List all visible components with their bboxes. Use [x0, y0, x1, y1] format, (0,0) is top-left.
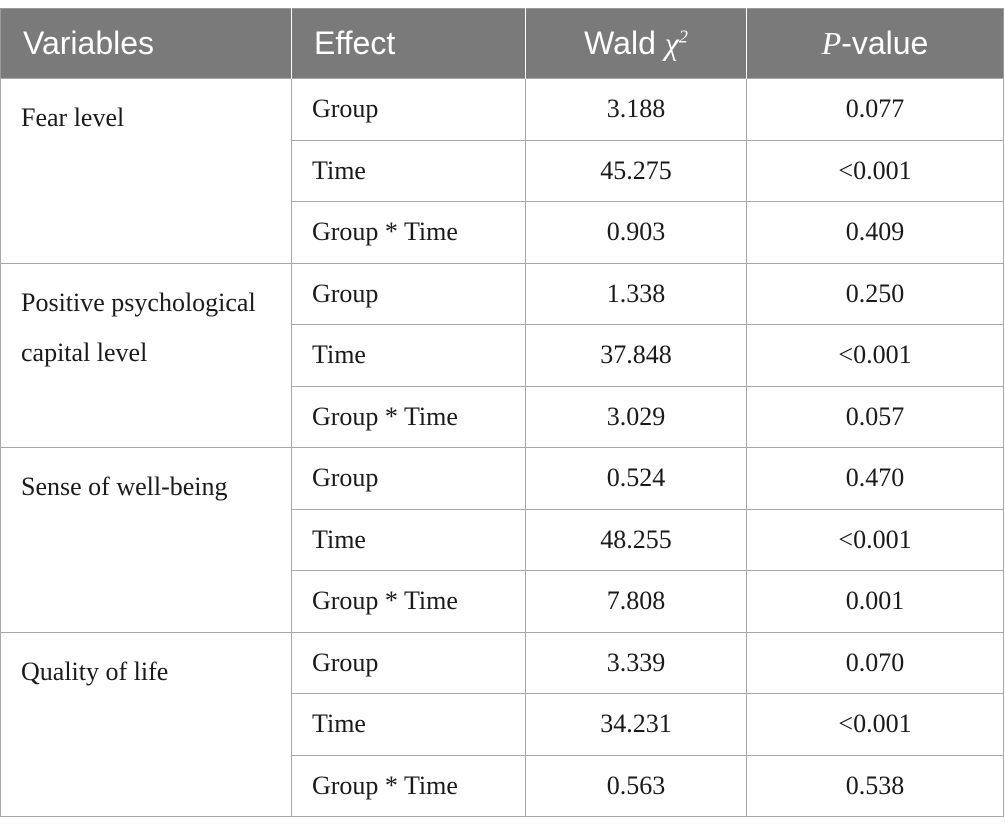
- effect-cell: Group * Time: [291, 201, 526, 264]
- p-value-cell: 0.001: [746, 570, 1004, 633]
- wald-chi2-cell: 0.563: [525, 754, 747, 817]
- wald-chi2-cell: 3.339: [525, 631, 747, 694]
- wald-chi2-cell: 45.275: [525, 139, 747, 202]
- table-row: Time 45.275 <0.001: [1, 139, 1004, 202]
- header-p-value: P-value: [746, 8, 1004, 79]
- variable-cell: Positive psychological capital level: [0, 262, 292, 448]
- table-row: Time 34.231 <0.001: [1, 693, 1004, 756]
- p-value-cell: 0.409: [746, 201, 1004, 264]
- wald-chi2-cell: 1.338: [525, 262, 747, 325]
- p-value-cell: 0.538: [746, 754, 1004, 817]
- results-table-container: Variables Effect Wald χ2 P-value Fear le…: [0, 8, 1004, 817]
- wald-chi2-cell: 3.188: [525, 78, 747, 141]
- table-row: Group * Time 3.029 0.057: [1, 385, 1004, 448]
- effect-cell: Group: [291, 78, 526, 141]
- wald-chi2-cell: 37.848: [525, 324, 747, 387]
- effect-cell: Time: [291, 508, 526, 571]
- p-value-cell: 0.077: [746, 78, 1004, 141]
- effect-cell: Group: [291, 447, 526, 510]
- table-row: Positive psychological capital level Grou…: [0, 262, 1004, 448]
- table-body: Fear level Group 3.188 0.077 Time 45.275 <0.00…: [0, 78, 1004, 817]
- header-variables: Variables: [0, 8, 292, 79]
- table-row: Time 48.255 <0.001: [1, 508, 1004, 571]
- wald-chi2-cell: 0.524: [525, 447, 747, 510]
- table-row: Fear level Group 3.188 0.077: [0, 78, 1004, 264]
- table-row: Quality of life Group 3.339 0.070: [0, 631, 1004, 817]
- effect-cell: Time: [291, 139, 526, 202]
- header-chi-superscript: 2: [678, 26, 688, 47]
- header-wald-prefix: Wald: [584, 25, 665, 61]
- table-row: Sense of well-being Group 0.524 0.470: [0, 447, 1004, 633]
- header-p-rest: -value: [841, 25, 929, 61]
- variable-cell: Quality of life: [0, 631, 292, 817]
- header-effect: Effect: [291, 8, 526, 79]
- p-value-cell: 0.470: [746, 447, 1004, 510]
- header-wald-chi2: Wald χ2: [525, 8, 747, 79]
- effect-cell: Group * Time: [291, 385, 526, 448]
- effect-cell: Group * Time: [291, 570, 526, 633]
- p-value-cell: <0.001: [746, 324, 1004, 387]
- p-value-cell: 0.057: [746, 385, 1004, 448]
- p-value-cell: <0.001: [746, 139, 1004, 202]
- header-chi-symbol: χ: [664, 25, 679, 61]
- p-value-cell: 0.250: [746, 262, 1004, 325]
- p-value-cell: <0.001: [746, 508, 1004, 571]
- wald-chi2-cell: 0.903: [525, 201, 747, 264]
- wald-chi2-cell: 7.808: [525, 570, 747, 633]
- variable-cell: Fear level: [0, 78, 292, 264]
- wald-chi2-cell: 48.255: [525, 508, 747, 571]
- table-row: Group * Time 7.808 0.001: [1, 570, 1004, 633]
- table-row: Group * Time 0.563 0.538: [1, 754, 1004, 817]
- effect-cell: Group * Time: [291, 754, 526, 817]
- effect-cell: Time: [291, 693, 526, 756]
- wald-chi2-cell: 3.029: [525, 385, 747, 448]
- effect-cell: Group: [291, 262, 526, 325]
- effect-cell: Group: [291, 631, 526, 694]
- effect-cell: Time: [291, 324, 526, 387]
- variable-cell: Sense of well-being: [0, 447, 292, 633]
- header-p-italic: P: [821, 25, 842, 61]
- header-row: Variables Effect Wald χ2 P-value: [0, 8, 1004, 79]
- results-table: Variables Effect Wald χ2 P-value Fear le…: [0, 8, 1004, 817]
- wald-chi2-cell: 34.231: [525, 693, 747, 756]
- p-value-cell: <0.001: [746, 693, 1004, 756]
- p-value-cell: 0.070: [746, 631, 1004, 694]
